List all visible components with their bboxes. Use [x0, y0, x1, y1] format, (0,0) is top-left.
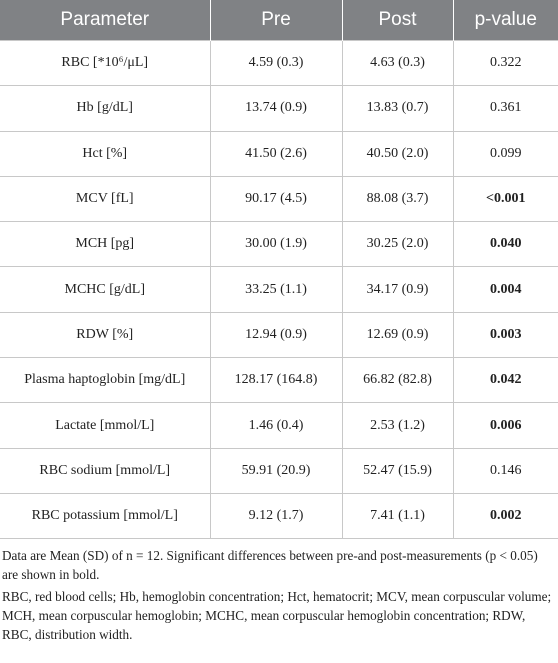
value-cell: 4.59 (0.3) [209, 39, 343, 87]
parameter-cell: RBC [*10⁶/μL] [0, 39, 211, 87]
value-cell: 0.322 [452, 39, 558, 87]
value-cell: 0.099 [452, 130, 558, 177]
value-cell: 128.17 (164.8) [209, 357, 343, 404]
parameter-cell: RBC potassium [mmol/L] [0, 492, 211, 540]
column-header: Post [341, 0, 453, 41]
parameter-cell: Hct [%] [0, 130, 211, 177]
column-header: p-value [452, 0, 558, 41]
table-row: MCH [pg] 30.00 (1.9) 30.25 (2.0) 0.040 [0, 221, 558, 268]
value-cell: 4.63 (0.3) [341, 39, 454, 87]
parameter-cell: RDW [%] [0, 311, 211, 359]
table-row: MCV [fL] 90.17 (4.5) 88.08 (3.7) <0.001 [0, 175, 558, 223]
parameter-cell: MCH [pg] [0, 221, 211, 268]
value-cell: 59.91 (20.9) [209, 447, 343, 494]
value-cell: 30.25 (2.0) [341, 221, 454, 268]
value-cell: 40.50 (2.0) [341, 130, 454, 177]
parameter-cell: Hb [g/dL] [0, 85, 211, 132]
parameter-cell: Plasma haptoglobin [mg/dL] [0, 357, 211, 404]
value-cell: 7.41 (1.1) [341, 492, 454, 540]
parameter-cell: RBC sodium [mmol/L] [0, 447, 211, 494]
data-table: Parameter Pre Post p-value RBC [*10⁶/μL] 4.5… [0, 0, 558, 540]
footnote: Data are Mean (SD) of n = 12. Significan… [2, 548, 538, 583]
column-header: Parameter [0, 0, 210, 41]
table-row: RBC potassium [mmol/L] 9.12 (1.7) 7.41 (1.… [0, 492, 558, 540]
value-cell: 0.146 [452, 447, 558, 494]
value-cell: 52.47 (15.9) [341, 447, 454, 494]
header-row: Parameter Pre Post p-value [0, 0, 558, 41]
value-cell: 90.17 (4.5) [209, 175, 343, 223]
value-cell: <0.001 [452, 175, 558, 223]
table-row: Hb [g/dL] 13.74 (0.9) 13.83 (0.7) 0.361 [0, 85, 558, 132]
parameter-cell: Lactate [mmol/L] [0, 402, 211, 449]
value-cell: 2.53 (1.2) [341, 402, 454, 449]
column-header: Pre [209, 0, 342, 41]
table-row: RBC sodium [mmol/L] 59.91 (20.9) 52.47 (15… [0, 447, 558, 494]
table-row: Plasma haptoglobin [mg/dL] 128.17 (164.8)… [0, 357, 558, 404]
table-row: Hct [%] 41.50 (2.6) 40.50 (2.0) 0.099 [0, 130, 558, 177]
value-cell: 9.12 (1.7) [209, 492, 343, 540]
table-row: Lactate [mmol/L] 1.46 (0.4) 2.53 (1.2) 0.00… [0, 402, 558, 449]
value-cell: 0.006 [452, 402, 558, 449]
value-cell: 88.08 (3.7) [341, 175, 454, 223]
value-cell: 0.040 [452, 221, 558, 268]
value-cell: 12.94 (0.9) [209, 311, 343, 359]
value-cell: 41.50 (2.6) [209, 130, 343, 177]
value-cell: 66.82 (82.8) [341, 357, 454, 404]
value-cell: 0.003 [452, 311, 558, 359]
value-cell: 12.69 (0.9) [341, 311, 454, 359]
parameter-cell: MCHC [g/dL] [0, 266, 211, 313]
value-cell: 34.17 (0.9) [341, 266, 454, 313]
value-cell: 13.83 (0.7) [341, 85, 454, 132]
value-cell: 13.74 (0.9) [209, 85, 343, 132]
table-row: RBC [*10⁶/μL] 4.59 (0.3) 4.63 (0.3) 0.322 [0, 39, 558, 87]
parameter-cell: MCV [fL] [0, 175, 211, 223]
table-row: RDW [%] 12.94 (0.9) 12.69 (0.9) 0.003 [0, 311, 558, 359]
footnote: RBC, red blood cells; Hb, hemoglobin con… [2, 589, 552, 643]
table-body: RBC [*10⁶/μL] 4.59 (0.3) 4.63 (0.3) 0.322 Hb… [0, 39, 558, 540]
value-cell: 1.46 (0.4) [209, 402, 343, 449]
value-cell: 30.00 (1.9) [209, 221, 343, 268]
table-row: MCHC [g/dL] 33.25 (1.1) 34.17 (0.9) 0.004 [0, 266, 558, 313]
value-cell: 0.361 [452, 85, 558, 132]
value-cell: 33.25 (1.1) [209, 266, 343, 313]
value-cell: 0.042 [452, 357, 558, 404]
footnotes: Data are Mean (SD) of n = 12. Significan… [0, 539, 558, 644]
value-cell: 0.002 [452, 492, 558, 540]
value-cell: 0.004 [452, 266, 558, 313]
